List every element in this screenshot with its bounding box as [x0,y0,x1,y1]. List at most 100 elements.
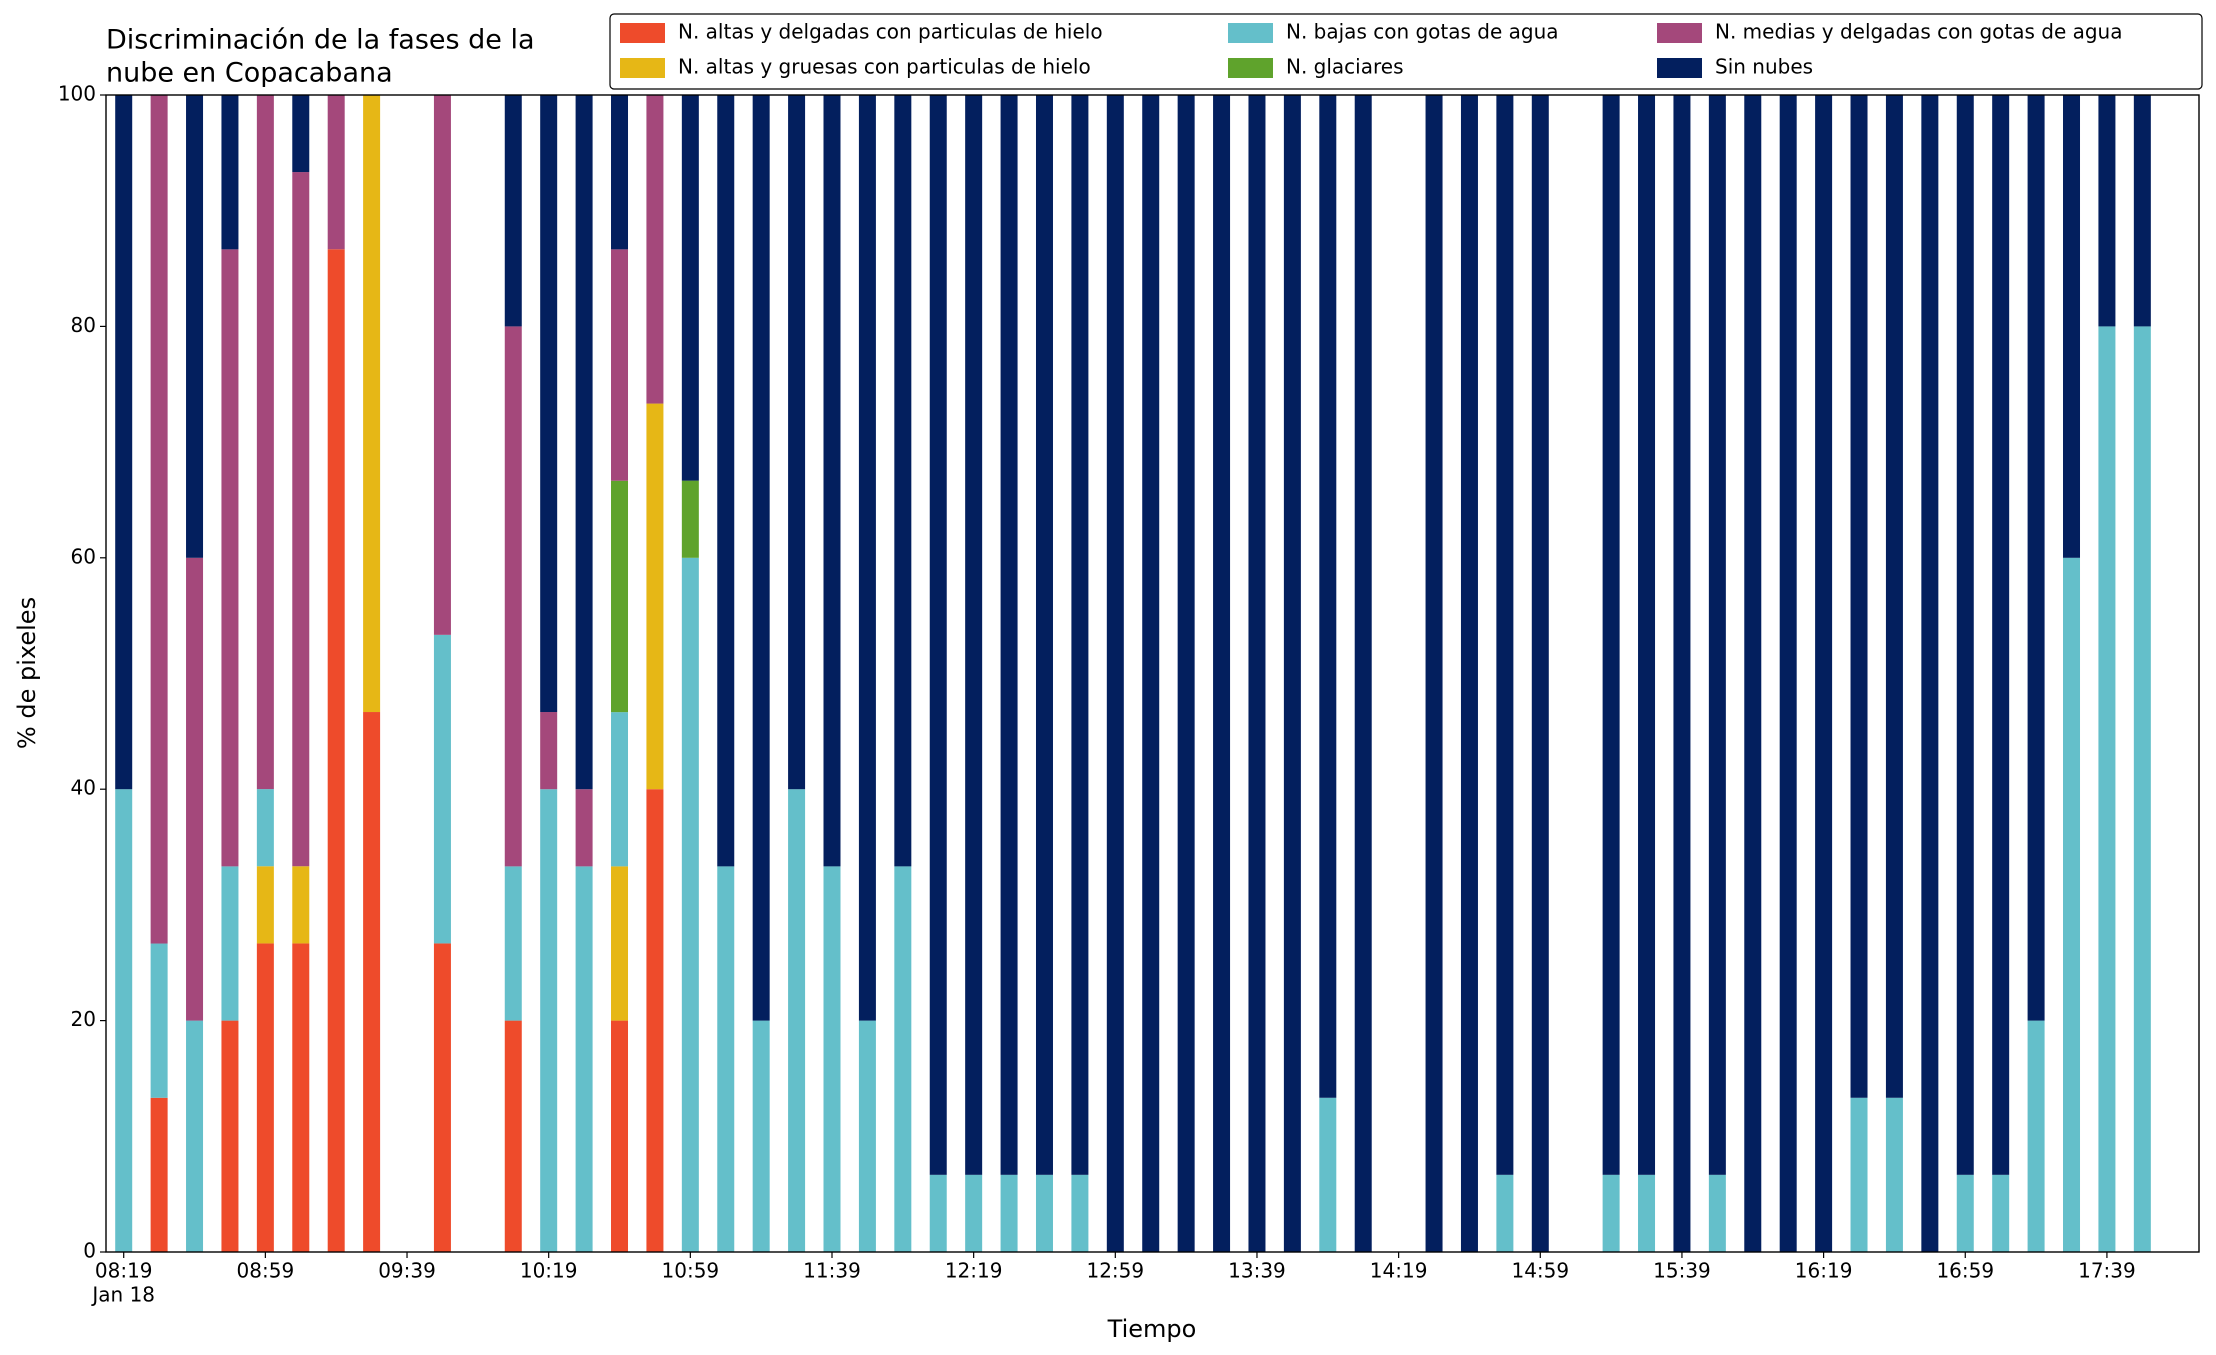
bar-segment [504,1020,522,1252]
legend-swatch [1657,23,1702,43]
bar-segment [894,95,912,867]
bar-segment [433,94,451,635]
legend-swatch [620,58,665,78]
bar-segment [1496,1174,1514,1252]
x-tick-label: 10:19 [520,1259,578,1283]
x-tick-label: 12:59 [1086,1259,1144,1283]
bar-segment [327,95,345,250]
bar-segment [1035,95,1053,1175]
x-tick-label: 16:59 [1936,1259,1994,1283]
bar-segment [1000,1174,1018,1252]
y-tick-label: 0 [83,1239,96,1263]
bar-segment [1921,95,1939,1252]
bar-segment [221,1020,239,1252]
bar-segment [929,1174,947,1252]
x-tick-label: 09:39 [378,1259,436,1283]
bar-segment [221,249,239,867]
bar-segment [363,712,381,1252]
bar-segment [894,866,912,1252]
bar-segment [575,789,593,867]
bar-segment [433,634,451,944]
bar-segment [327,249,345,1253]
bar-segment [611,866,629,1021]
bar-segment [292,94,310,173]
bar-segment [1177,95,1195,1252]
legend-swatch [1228,58,1273,78]
bar-segment [1638,1174,1656,1252]
x-tick-label: 14:19 [1370,1259,1428,1283]
bar-segment [1319,95,1337,1098]
bar-segment [221,866,239,1021]
bar-segment [1779,95,1797,1252]
bar-segment [540,789,558,1252]
bar-segment [1000,95,1018,1175]
x-tick-label: 12:19 [945,1259,1003,1283]
bar-segment [575,95,593,790]
bar-segment [1850,95,1868,1098]
bar-segment [115,95,133,790]
bar-segment [1460,95,1478,1252]
bar-segment [611,249,629,481]
legend-label: N. glaciares [1286,55,1404,79]
bar-segment [1248,95,1266,1252]
bar-segment [1142,95,1160,1252]
bar-segment [256,866,274,944]
bar-segment [1071,95,1089,1175]
x-tick-label: 11:39 [803,1259,861,1283]
bar-segment [1425,95,1443,1252]
bar-segment [256,943,274,1252]
bar-segment [646,95,664,404]
y-axis-label: % de pixeles [13,597,41,749]
legend-label: N. medias y delgadas con gotas de agua [1715,20,2123,44]
bar-segment [929,95,947,1175]
bar-segment [965,95,983,1175]
bar-segment [1744,95,1762,1252]
legend-label: Sin nubes [1715,55,1813,79]
bar-segment [186,95,204,558]
bar-segment [1319,1097,1337,1252]
bar-segment [150,95,168,944]
chart-title: Discriminación de la fases de la [106,25,535,56]
x-tick-label: 15:39 [1653,1259,1711,1283]
bar-segment [646,403,664,790]
x-tick-label: 14:59 [1511,1259,1569,1283]
bar-segment [681,480,699,558]
x-axis-label: Tiempo [1107,1315,1197,1343]
bar-segment [256,94,274,790]
bar-segment [1602,95,1620,1175]
bar-segment [2098,326,2116,1252]
bar-segment [292,943,310,1252]
bar-segment [858,95,876,1021]
legend-label: N. altas y delgadas con particulas de hi… [678,20,1103,44]
bar-segment [611,712,629,867]
bar-segment [1708,95,1726,1175]
bar-segment [186,1020,204,1252]
bar-segment [858,1020,876,1252]
bar-segment [292,172,310,867]
bar-segment [186,557,204,1021]
bar-segment [2063,557,2081,1252]
bar-segment [1885,95,1903,1098]
bar-segment [1283,95,1301,1252]
bar-segment [115,789,133,1252]
bar-segment [150,1097,168,1252]
x-tick-label: 16:19 [1795,1259,1853,1283]
bar-segment [1708,1174,1726,1252]
legend-swatch [1228,23,1273,43]
bar-segment [611,95,629,250]
bar-segment [646,789,664,1252]
bar-segment [150,943,168,1098]
y-tick-label: 60 [71,544,96,568]
bar-segment [433,943,451,1252]
bar-segment [504,95,522,327]
bar-segment [1850,1097,1868,1252]
x-tick-label: 17:39 [2078,1259,2136,1283]
x-tick-label: 13:39 [1228,1259,1286,1283]
bar-segment [1035,1174,1053,1252]
bar-segment [1992,95,2010,1175]
bar-segment [681,557,699,1252]
bar-segment [1106,95,1124,1252]
bar-segment [823,866,841,1252]
y-tick-label: 100 [58,82,96,106]
bar-segment [540,95,558,713]
